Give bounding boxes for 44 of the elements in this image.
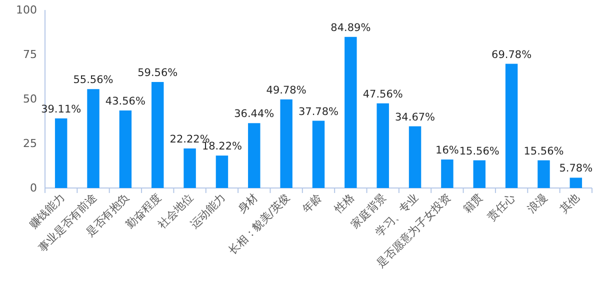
data-label: 43.56%	[105, 95, 146, 108]
x-tick-label: 浪漫	[525, 190, 550, 216]
data-label: 16%	[436, 144, 459, 157]
data-label: 15.56%	[459, 145, 500, 158]
data-label: 55.56%	[73, 74, 114, 86]
bar	[119, 110, 132, 188]
bar	[184, 148, 196, 188]
bar	[344, 36, 357, 188]
data-label: 5.78%	[559, 162, 593, 175]
bar	[441, 160, 454, 188]
y-tick-label: 0	[30, 182, 37, 194]
bar	[312, 120, 325, 188]
bar	[505, 64, 518, 188]
y-tick-label: 25	[23, 137, 37, 150]
x-tick-label: 责任心	[485, 190, 518, 224]
data-label: 37.78%	[298, 106, 339, 118]
data-label: 59.56%	[138, 66, 178, 79]
data-label: 47.56%	[362, 88, 403, 100]
data-label: 36.44%	[234, 108, 274, 120]
x-tick-label: 性格	[331, 190, 357, 216]
y-tick-label: 75	[23, 48, 37, 61]
data-label: 49.78%	[266, 84, 306, 96]
x-tick-label: 身材	[236, 190, 260, 216]
x-tick-label: 其他	[557, 190, 582, 216]
bar	[408, 126, 422, 188]
data-label: 69.78%	[492, 48, 532, 61]
bar	[280, 99, 292, 188]
bar	[538, 160, 550, 188]
bar	[570, 178, 582, 188]
x-tick-label: 年龄	[300, 190, 325, 216]
bar	[473, 160, 486, 188]
bar	[216, 156, 228, 188]
y-tick-label: 100	[16, 4, 37, 16]
data-label: 15.56%	[524, 145, 564, 158]
data-label: 84.89%	[330, 22, 371, 34]
data-label: 34.67%	[395, 111, 436, 124]
bar	[87, 89, 100, 188]
bar	[152, 82, 164, 188]
data-label: 39.11%	[41, 103, 82, 116]
bar	[54, 118, 68, 188]
y-tick-label: 50	[23, 92, 37, 106]
x-tick-label: 籍贯	[460, 190, 486, 216]
bar	[376, 103, 389, 188]
bar	[248, 123, 260, 188]
